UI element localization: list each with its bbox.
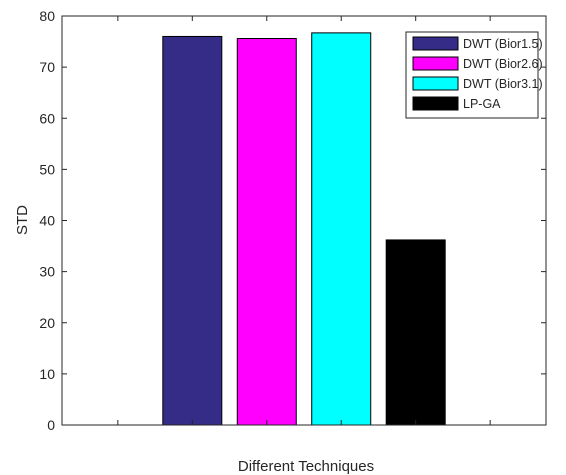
y-tick-label: 10 [39,366,55,382]
y-axis-label: STD [14,205,31,235]
bar-2 [236,37,297,426]
legend: DWT (Bior1.5) DWT (Bior2.6) DWT (Bior3.1) L… [405,31,543,119]
bar-4 [385,239,446,426]
x-axis [117,16,491,425]
y-tick-label: 50 [39,161,55,177]
legend-label-2: DWT (Bior2.6) [463,57,543,71]
y-tick-label: 20 [39,315,55,331]
legend-swatch-1 [412,36,459,51]
y-axis: 0 10 20 30 40 50 60 70 80 [39,8,546,433]
legend-swatch-2 [412,56,459,71]
x-axis-label: Different Techniques [238,458,374,475]
legend-swatch-3 [412,76,459,91]
y-tick-label: 60 [39,110,55,126]
legend-label-3: DWT (Bior3.1) [463,77,543,91]
bar-3 [311,32,372,426]
y-tick-label: 0 [47,417,55,433]
bar-1 [162,35,223,426]
legend-label-4: LP-GA [463,97,501,111]
y-tick-label: 70 [39,59,55,75]
bars-group [162,32,446,426]
legend-label-1: DWT (Bior1.5) [463,37,543,51]
y-tick-label: 40 [39,213,55,229]
legend-swatch-4 [412,96,459,111]
y-tick-label: 30 [39,264,55,280]
y-tick-label: 80 [39,8,55,24]
